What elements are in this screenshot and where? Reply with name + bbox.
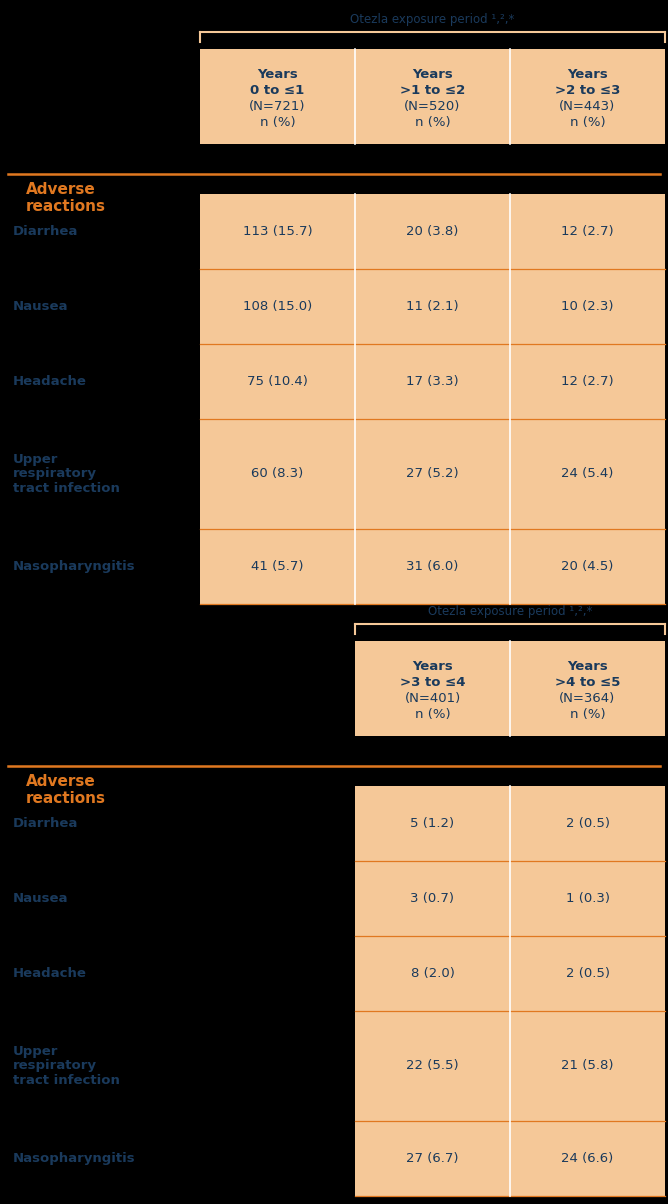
Bar bbox=[355, 529, 510, 604]
Text: Nasopharyngitis: Nasopharyngitis bbox=[13, 560, 136, 573]
Bar bbox=[510, 1011, 665, 1121]
Text: 8 (2.0): 8 (2.0) bbox=[411, 967, 454, 980]
Text: 17 (3.3): 17 (3.3) bbox=[406, 374, 459, 388]
Text: 2 (0.5): 2 (0.5) bbox=[566, 818, 609, 830]
Bar bbox=[510, 419, 665, 529]
Bar bbox=[200, 49, 355, 144]
Text: (N=520)
n (%): (N=520) n (%) bbox=[404, 100, 461, 129]
Bar bbox=[200, 529, 355, 604]
Text: 20 (4.5): 20 (4.5) bbox=[561, 560, 614, 573]
Text: Nausea: Nausea bbox=[13, 300, 69, 313]
Bar bbox=[510, 641, 665, 736]
Text: 27 (5.2): 27 (5.2) bbox=[406, 467, 459, 480]
Bar bbox=[355, 344, 510, 419]
Bar bbox=[355, 49, 510, 144]
Text: 12 (2.7): 12 (2.7) bbox=[561, 225, 614, 238]
Text: (N=721)
n (%): (N=721) n (%) bbox=[249, 100, 306, 129]
Text: Years
>2 to ≤3: Years >2 to ≤3 bbox=[555, 67, 620, 98]
Text: Nausea: Nausea bbox=[13, 892, 69, 905]
Bar bbox=[510, 344, 665, 419]
Bar bbox=[355, 1121, 510, 1196]
Text: Diarrhea: Diarrhea bbox=[13, 225, 78, 238]
Text: 75 (10.4): 75 (10.4) bbox=[247, 374, 308, 388]
Text: 108 (15.0): 108 (15.0) bbox=[243, 300, 312, 313]
Bar bbox=[355, 419, 510, 529]
Bar bbox=[355, 268, 510, 344]
Bar bbox=[200, 419, 355, 529]
Text: 21 (5.8): 21 (5.8) bbox=[561, 1060, 614, 1073]
Bar bbox=[355, 786, 510, 861]
Text: 41 (5.7): 41 (5.7) bbox=[251, 560, 304, 573]
Text: 12 (2.7): 12 (2.7) bbox=[561, 374, 614, 388]
Text: 5 (1.2): 5 (1.2) bbox=[410, 818, 454, 830]
Bar bbox=[510, 936, 665, 1011]
Text: 10 (2.3): 10 (2.3) bbox=[561, 300, 614, 313]
Text: Years
>4 to ≤5: Years >4 to ≤5 bbox=[555, 660, 620, 689]
Bar bbox=[355, 1011, 510, 1121]
Bar bbox=[510, 49, 665, 144]
Bar bbox=[510, 529, 665, 604]
Text: 31 (6.0): 31 (6.0) bbox=[406, 560, 459, 573]
Text: Upper
respiratory
tract infection: Upper respiratory tract infection bbox=[13, 1045, 120, 1087]
Text: Headache: Headache bbox=[13, 374, 87, 388]
Text: (N=401)
n (%): (N=401) n (%) bbox=[404, 692, 461, 721]
Bar bbox=[510, 1121, 665, 1196]
Bar bbox=[510, 861, 665, 936]
Text: Upper
respiratory
tract infection: Upper respiratory tract infection bbox=[13, 453, 120, 496]
Text: Adverse
reactions: Adverse reactions bbox=[26, 182, 106, 214]
Text: 24 (6.6): 24 (6.6) bbox=[561, 1152, 614, 1165]
Text: 113 (15.7): 113 (15.7) bbox=[242, 225, 313, 238]
Text: 11 (2.1): 11 (2.1) bbox=[406, 300, 459, 313]
Text: 24 (5.4): 24 (5.4) bbox=[561, 467, 614, 480]
Text: 3 (0.7): 3 (0.7) bbox=[411, 892, 454, 905]
Bar bbox=[355, 641, 510, 736]
Text: Years
>3 to ≤4: Years >3 to ≤4 bbox=[399, 660, 465, 689]
Text: 27 (6.7): 27 (6.7) bbox=[406, 1152, 459, 1165]
Text: Otezla exposure period ¹,²,*: Otezla exposure period ¹,²,* bbox=[350, 13, 514, 26]
Text: Years
>1 to ≤2: Years >1 to ≤2 bbox=[400, 67, 465, 98]
Text: Adverse
reactions: Adverse reactions bbox=[26, 774, 106, 807]
Text: 20 (3.8): 20 (3.8) bbox=[406, 225, 459, 238]
Bar bbox=[510, 786, 665, 861]
Text: (N=443)
n (%): (N=443) n (%) bbox=[559, 100, 616, 129]
Bar bbox=[355, 936, 510, 1011]
Bar bbox=[510, 194, 665, 268]
Text: 60 (8.3): 60 (8.3) bbox=[251, 467, 304, 480]
Text: 22 (5.5): 22 (5.5) bbox=[406, 1060, 459, 1073]
Text: Nasopharyngitis: Nasopharyngitis bbox=[13, 1152, 136, 1165]
Text: Years
0 to ≤1: Years 0 to ≤1 bbox=[250, 67, 305, 98]
Text: Diarrhea: Diarrhea bbox=[13, 818, 78, 830]
Bar bbox=[200, 344, 355, 419]
Text: 2 (0.5): 2 (0.5) bbox=[566, 967, 609, 980]
Text: 1 (0.3): 1 (0.3) bbox=[566, 892, 609, 905]
Text: (N=364)
n (%): (N=364) n (%) bbox=[559, 692, 616, 721]
Bar bbox=[355, 861, 510, 936]
Bar bbox=[355, 194, 510, 268]
Bar bbox=[200, 194, 355, 268]
Text: Otezla exposure period ¹,²,*: Otezla exposure period ¹,²,* bbox=[428, 604, 593, 618]
Text: Headache: Headache bbox=[13, 967, 87, 980]
Bar bbox=[200, 268, 355, 344]
Bar bbox=[510, 268, 665, 344]
